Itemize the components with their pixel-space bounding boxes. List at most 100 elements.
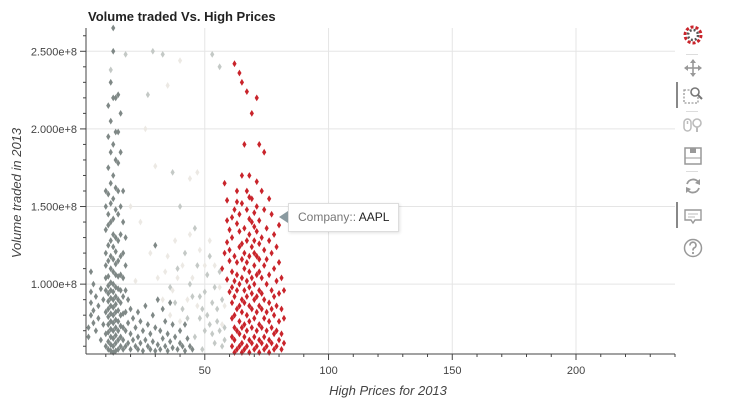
active-tool-indicator xyxy=(676,202,678,228)
scatter-point xyxy=(111,280,116,288)
scatter-point xyxy=(242,345,247,353)
scatter-point xyxy=(274,243,279,251)
scatter-point xyxy=(254,327,259,335)
scatter-point xyxy=(274,327,279,335)
scatter-point xyxy=(262,206,267,214)
scatter-point xyxy=(232,206,237,214)
box-zoom-icon[interactable] xyxy=(682,84,704,106)
scatter-point xyxy=(220,342,225,350)
pan-icon[interactable] xyxy=(682,57,704,79)
scatter-point xyxy=(222,302,227,310)
scatter-point xyxy=(215,305,220,313)
scatter-point xyxy=(123,50,128,58)
scatter-point xyxy=(113,206,118,214)
scatter-point xyxy=(116,336,121,344)
scatter-point xyxy=(252,280,257,288)
scatter-point xyxy=(160,296,165,304)
scatter-point xyxy=(274,302,279,310)
scatter-point xyxy=(93,293,98,300)
scatter-point xyxy=(163,318,168,325)
save-icon[interactable] xyxy=(682,145,704,167)
scatter-point xyxy=(88,268,94,276)
tooltip-arrow-icon xyxy=(279,211,288,223)
scatter-point xyxy=(229,299,235,307)
scatter-point xyxy=(249,305,254,313)
scatter-point xyxy=(123,327,128,335)
scatter-point xyxy=(232,311,237,319)
scatter-point xyxy=(111,94,116,102)
scatter-point xyxy=(103,226,108,234)
scatter-point xyxy=(264,255,269,263)
scatter-point xyxy=(155,274,160,282)
scatter-point xyxy=(116,296,121,304)
scatter-point xyxy=(232,60,237,68)
y-tick-label: 1.000e+8 xyxy=(31,279,77,291)
x-tick-label: 200 xyxy=(567,365,585,377)
scatter-point xyxy=(130,336,136,344)
scatter-point xyxy=(269,210,274,218)
scatter-point xyxy=(118,271,123,279)
scatter-point xyxy=(187,175,193,182)
hover-tooltip: Company:: AAPL xyxy=(279,203,400,232)
scatter-point xyxy=(118,109,123,117)
scatter-point xyxy=(155,341,160,349)
scatter-point xyxy=(108,237,113,245)
scatter-point xyxy=(259,187,264,195)
scatter-point xyxy=(276,290,282,297)
scatter-point xyxy=(128,330,133,338)
x-tick-label: 100 xyxy=(319,365,337,377)
scatter-point xyxy=(116,318,121,325)
scatter-point xyxy=(274,277,279,285)
scatter-point xyxy=(160,50,165,58)
scatter-point xyxy=(153,324,158,332)
scatter-point xyxy=(138,339,143,347)
toolbar-separator xyxy=(686,54,698,55)
scatter-point xyxy=(101,296,106,304)
scatter-point xyxy=(271,231,277,238)
scatter-point xyxy=(281,314,287,322)
scatter-point xyxy=(239,274,245,282)
scatter-point xyxy=(170,321,175,328)
hover-icon[interactable] xyxy=(682,206,704,228)
reset-icon[interactable] xyxy=(682,175,704,197)
scatter-point xyxy=(106,102,111,110)
scatter-point xyxy=(262,246,267,254)
scatter-point xyxy=(210,299,215,307)
scatter-point xyxy=(234,259,240,266)
scatter-point xyxy=(185,335,190,342)
scatter-point xyxy=(252,345,257,353)
scatter-point xyxy=(232,277,237,285)
scatter-point xyxy=(116,187,121,195)
scatter-point xyxy=(93,327,98,335)
scatter-point xyxy=(133,342,138,350)
scatter-point xyxy=(279,330,284,338)
scatter-point xyxy=(111,268,116,276)
scatter-point xyxy=(106,305,111,313)
scatter-point xyxy=(244,237,249,245)
scatter-point xyxy=(267,299,272,307)
help-icon[interactable] xyxy=(682,237,704,259)
scatter-point xyxy=(111,311,116,319)
scatter-point xyxy=(113,283,118,291)
scatter-point xyxy=(113,156,118,164)
scatter-point xyxy=(224,196,230,204)
wheel-zoom-icon[interactable] xyxy=(682,115,704,137)
scatter-point xyxy=(155,296,160,304)
scatter-point xyxy=(252,296,257,304)
scatter-point xyxy=(247,268,252,276)
x-axis-label: High Prices for 2013 xyxy=(329,383,448,398)
scatter-point xyxy=(244,187,249,195)
scatter-point xyxy=(257,141,262,148)
scatter-point xyxy=(153,347,158,355)
scatter-point xyxy=(108,148,113,156)
scatter-point xyxy=(103,249,108,257)
scatter-point xyxy=(247,349,252,356)
scatter-point xyxy=(232,336,237,344)
scatter-point xyxy=(116,128,121,136)
scatter-point xyxy=(257,286,262,294)
scatter-point xyxy=(276,221,282,229)
scatter-point xyxy=(91,280,96,288)
bokeh-logo-icon[interactable] xyxy=(682,24,704,46)
scatter-point xyxy=(96,314,101,322)
